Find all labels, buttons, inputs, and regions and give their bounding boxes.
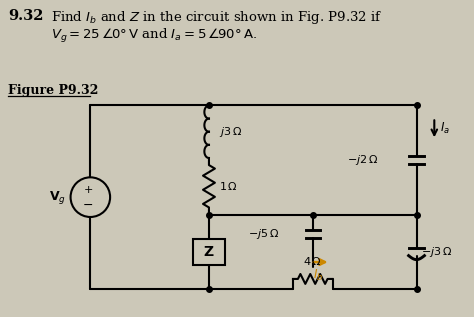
Circle shape bbox=[71, 177, 110, 217]
Text: $j3\,\Omega$: $j3\,\Omega$ bbox=[219, 125, 242, 139]
Text: $-j5\,\Omega$: $-j5\,\Omega$ bbox=[247, 227, 279, 241]
Text: $4\,\Omega$: $4\,\Omega$ bbox=[303, 255, 322, 267]
Text: $-j3\,\Omega$: $-j3\,\Omega$ bbox=[421, 245, 453, 259]
Text: $-j2\,\Omega$: $-j2\,\Omega$ bbox=[346, 153, 378, 167]
Text: 9.32: 9.32 bbox=[9, 9, 44, 23]
Bar bbox=[193, 239, 225, 265]
Text: +: + bbox=[84, 185, 93, 195]
Text: Figure P9.32: Figure P9.32 bbox=[9, 84, 99, 97]
Text: Find $I_b$ and $Z$ in the circuit shown in Fig. P9.32 if: Find $I_b$ and $Z$ in the circuit shown … bbox=[51, 9, 382, 26]
Text: $\mathbf{V}_g$: $\mathbf{V}_g$ bbox=[49, 189, 65, 206]
Text: $1\,\Omega$: $1\,\Omega$ bbox=[219, 180, 238, 192]
Text: $V_g = 25\,\angle\!0°\,\mathrm{V}$ and $I_a = 5\,\angle\!90°\,\mathrm{A.}$: $V_g = 25\,\angle\!0°\,\mathrm{V}$ and $… bbox=[51, 27, 257, 45]
Text: $I_a$: $I_a$ bbox=[440, 121, 450, 136]
Text: $I_b$: $I_b$ bbox=[312, 268, 323, 282]
Text: $\mathbf{Z}$: $\mathbf{Z}$ bbox=[203, 245, 215, 259]
Text: −: − bbox=[83, 198, 94, 211]
